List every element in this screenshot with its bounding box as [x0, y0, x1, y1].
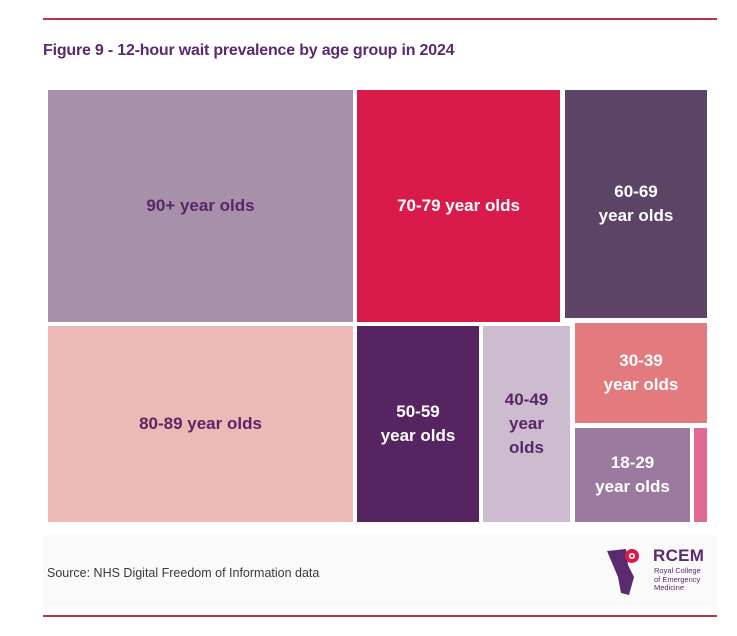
- tile-80-89: 80-89 year olds: [48, 326, 353, 522]
- bottom-rule: [43, 615, 717, 617]
- tile-label: year olds: [380, 426, 456, 445]
- tile-label: 60-69: [614, 182, 658, 201]
- tile-label: year: [509, 414, 544, 433]
- tile-label: 70-79 year olds: [397, 196, 520, 215]
- tile-under-18: [694, 428, 707, 522]
- tile-70-79: 70-79 year olds: [357, 90, 560, 322]
- tile-label: 30-39: [619, 351, 663, 370]
- tile-label: 80-89 year olds: [139, 414, 262, 433]
- tile-label: year olds: [603, 375, 679, 394]
- logo-subtitle: Royal College of Emergency Medicine: [654, 566, 716, 593]
- top-rule: [43, 18, 717, 20]
- tile-30-39: 30-39 year olds: [575, 323, 707, 423]
- tile-label: olds: [509, 438, 544, 457]
- tile-90-plus: 90+ year olds: [48, 90, 353, 322]
- rcem-emblem-icon: [607, 549, 639, 595]
- tile-label: year olds: [595, 477, 670, 496]
- source-note: Source: NHS Digital Freedom of Informati…: [47, 566, 320, 580]
- tile-label: 40-49: [504, 390, 549, 409]
- figure-title: Figure 9 - 12-hour wait prevalence by ag…: [43, 42, 455, 59]
- tile-18-29: 18-29 year olds: [575, 428, 690, 522]
- rcem-logo: RCEM Royal College of Emergency Medicine: [606, 546, 716, 597]
- footer-panel: [43, 535, 717, 607]
- logo-name: RCEM: [653, 546, 705, 565]
- tile-label: year olds: [598, 206, 674, 225]
- tile-50-59: 50-59 year olds: [357, 326, 479, 522]
- tile-label: 18-29: [610, 453, 655, 472]
- tile-label: 90+ year olds: [146, 196, 255, 215]
- tile-label: 50-59: [396, 402, 440, 421]
- tile-60-69: 60-69 year olds: [565, 90, 707, 318]
- tile-40-49: 40-49 year olds: [483, 326, 570, 522]
- logo-subtitle-line: of Emergency: [654, 574, 701, 584]
- logo-subtitle-line: Medicine: [654, 583, 685, 592]
- logo-subtitle-line: Royal College: [654, 566, 701, 575]
